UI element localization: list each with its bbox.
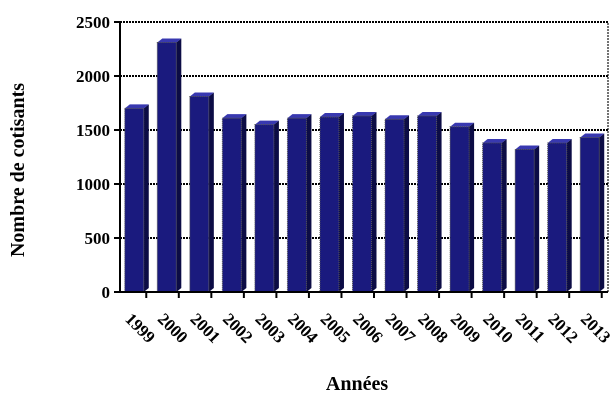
- bar-2011: [514, 145, 540, 293]
- bar-side: [599, 133, 605, 292]
- bar-front: [449, 126, 470, 293]
- bar-2009: [449, 122, 475, 293]
- bar-front: [319, 116, 340, 293]
- y-tick-label: 0: [102, 283, 111, 302]
- bar-2012: [547, 138, 572, 293]
- x-tick-label: 2011: [512, 309, 549, 346]
- x-tick-label: 2000: [154, 309, 191, 346]
- bar-top: [515, 145, 540, 150]
- bar-top: [450, 122, 475, 127]
- bar-side: [241, 114, 247, 293]
- bar-2007: [384, 115, 410, 293]
- bar-2002: [221, 114, 247, 293]
- bar-1999: [124, 104, 149, 293]
- bar-2004: [286, 114, 312, 293]
- x-tick-label: 1999: [121, 309, 158, 346]
- bar-front: [384, 118, 405, 293]
- bar-side: [176, 38, 182, 292]
- bar-top: [580, 133, 605, 138]
- bar-side: [338, 113, 344, 292]
- bar-2013: [579, 133, 605, 293]
- y-tick-label: 1500: [76, 121, 110, 140]
- bar-side: [566, 138, 572, 292]
- bar-top: [385, 115, 410, 120]
- bar-top: [124, 104, 149, 109]
- bar-side: [469, 122, 475, 292]
- x-tick-label: 2007: [382, 309, 420, 347]
- x-tick-label: 2005: [317, 309, 354, 346]
- bar-top: [254, 120, 279, 125]
- bar-top: [547, 138, 572, 143]
- bar-front: [124, 107, 145, 293]
- bar-top: [482, 138, 507, 143]
- x-tick-label: 2001: [187, 309, 224, 346]
- bar-top: [319, 113, 344, 118]
- x-tick-label: 2009: [447, 309, 484, 346]
- x-tick-label: 2002: [219, 309, 256, 346]
- x-axis-title: Années: [326, 373, 388, 395]
- x-tick-label: 2010: [479, 309, 516, 346]
- bar-top: [157, 38, 182, 43]
- bars: [124, 38, 605, 293]
- bar-side: [306, 114, 312, 293]
- y-tick-label: 1000: [76, 175, 110, 194]
- bar-front: [514, 148, 535, 293]
- bar-front: [156, 42, 177, 293]
- x-tick-label: 2004: [284, 309, 322, 347]
- x-tick-labels: 1999200020012002200320042005200620072008…: [121, 309, 614, 347]
- bar-top: [287, 114, 312, 119]
- bar-front: [579, 137, 600, 293]
- bar-front: [352, 115, 372, 293]
- bar-2003: [254, 120, 279, 293]
- bar-side: [436, 111, 442, 293]
- bar-side: [208, 92, 214, 293]
- x-tick-label: 2008: [414, 309, 451, 346]
- bar-top: [352, 111, 377, 116]
- bar-front: [286, 117, 307, 293]
- bar-side: [371, 111, 377, 293]
- bar-2005: [319, 113, 344, 293]
- bar-2000: [156, 38, 182, 293]
- bar-2006: [352, 111, 377, 293]
- bar-2010: [482, 138, 507, 293]
- bar-side: [143, 104, 149, 293]
- bar-top: [189, 92, 214, 97]
- bar-top: [417, 111, 442, 116]
- bar-side: [501, 138, 507, 292]
- y-tick-labels: 0 500 1000 1500 2000 2500: [76, 13, 110, 302]
- bar-front: [221, 117, 242, 293]
- bar-front: [189, 96, 210, 293]
- bar-front: [547, 142, 568, 293]
- bar-2001: [189, 92, 214, 293]
- bar-side: [534, 145, 540, 292]
- y-axis-title: Nombre de cotisants: [7, 83, 29, 257]
- x-tick-label: 2013: [577, 309, 614, 346]
- bar-side: [273, 120, 279, 292]
- x-tick-label: 2003: [252, 309, 289, 346]
- bar-2008: [417, 111, 442, 293]
- bar-front: [254, 124, 275, 293]
- bar-side: [404, 115, 410, 292]
- y-tick-label: 500: [85, 229, 111, 248]
- y-tick-label: 2500: [76, 13, 110, 32]
- y-tick-label: 2000: [76, 67, 110, 86]
- axes: [114, 21, 608, 298]
- x-tick-label: 2012: [544, 309, 581, 346]
- bar-top: [222, 114, 247, 119]
- bar-front: [482, 142, 503, 293]
- bar-front: [417, 115, 438, 293]
- x-tick-label: 2006: [349, 309, 386, 346]
